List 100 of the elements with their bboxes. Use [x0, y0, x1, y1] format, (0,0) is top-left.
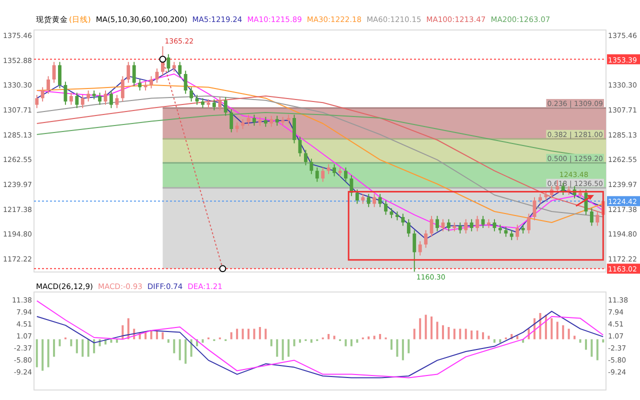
candlestick: [384, 200, 388, 216]
candlestick: [321, 167, 325, 182]
candlestick: [315, 167, 319, 182]
candlestick: [516, 224, 520, 241]
bar: [184, 339, 187, 364]
candlestick: [40, 86, 44, 102]
bar: [430, 316, 433, 340]
bar: [459, 328, 462, 340]
bar: [424, 314, 427, 340]
candlestick: [150, 76, 153, 89]
candlestick: [132, 61, 136, 87]
candlestick: [332, 164, 336, 177]
candlestick: [190, 86, 194, 102]
bar: [93, 339, 96, 354]
bar: [350, 339, 352, 346]
bar: [116, 339, 118, 343]
candlestick: [224, 96, 228, 116]
candlestick: [120, 76, 124, 102]
bar: [368, 336, 370, 340]
candlestick: [246, 114, 250, 126]
candlestick: [504, 226, 508, 238]
bar: [419, 318, 422, 340]
bar: [379, 334, 382, 340]
candlestick: [138, 79, 142, 91]
candlestick: [126, 61, 130, 84]
bar: [562, 325, 564, 340]
bar: [288, 339, 290, 357]
candlestick: [64, 81, 68, 106]
bar: [328, 334, 330, 340]
bar: [42, 339, 44, 371]
bar: [190, 339, 192, 357]
candlestick: [476, 215, 480, 232]
bar: [202, 339, 204, 343]
bar: [488, 336, 490, 340]
bar: [258, 327, 261, 340]
bar: [173, 339, 176, 354]
candlestick: [46, 76, 50, 94]
bar: [110, 339, 112, 343]
candlestick: [412, 230, 416, 272]
candlestick: [241, 118, 244, 130]
candlestick: [80, 94, 84, 109]
candlestick: [98, 92, 102, 106]
candlestick: [492, 218, 496, 232]
bar: [310, 339, 312, 343]
candlestick: [310, 158, 314, 175]
candlestick: [75, 92, 79, 109]
bar: [476, 330, 478, 340]
candlestick: [58, 61, 62, 89]
candlestick: [110, 90, 113, 109]
candlestick: [252, 114, 256, 126]
bar: [236, 328, 238, 340]
bar: [87, 339, 90, 357]
candlestick: [326, 164, 330, 175]
candlestick: [401, 213, 405, 226]
bar: [448, 327, 450, 340]
bar: [550, 318, 553, 340]
bar: [408, 339, 410, 354]
bar: [167, 339, 170, 343]
candlestick: [446, 218, 450, 232]
candlestick: [218, 96, 222, 111]
candlestick: [355, 189, 359, 204]
candlestick: [378, 193, 382, 208]
candlestick: [470, 218, 474, 232]
bar: [442, 325, 444, 340]
bar: [298, 339, 301, 343]
bar: [264, 328, 267, 340]
bar: [482, 332, 484, 340]
bar: [282, 339, 284, 360]
bar: [373, 336, 376, 340]
bar: [70, 339, 72, 346]
bar: [464, 328, 467, 340]
bar: [516, 336, 518, 340]
bar: [36, 339, 38, 368]
bar: [602, 339, 604, 343]
candlestick: [304, 149, 308, 166]
candlestick: [430, 215, 434, 238]
bar: [47, 339, 50, 368]
bar: [579, 339, 582, 343]
bar: [76, 339, 78, 354]
bar: [396, 339, 398, 357]
candlestick: [361, 193, 365, 204]
candlestick: [418, 240, 422, 256]
candlestick: [596, 211, 600, 226]
candlestick: [350, 174, 354, 197]
candlestick: [527, 213, 530, 234]
bar: [499, 339, 502, 343]
bar: [162, 332, 164, 340]
candlestick: [178, 61, 182, 78]
bar: [344, 339, 347, 346]
bar: [402, 339, 404, 360]
candlestick: [366, 193, 370, 208]
bar: [248, 328, 250, 340]
bar: [150, 330, 152, 340]
bar: [390, 339, 392, 350]
candlestick: [458, 222, 462, 234]
bar: [556, 322, 558, 340]
candlestick: [184, 70, 188, 94]
candlestick: [35, 94, 39, 109]
candlestick: [292, 114, 296, 144]
bar: [574, 336, 576, 340]
